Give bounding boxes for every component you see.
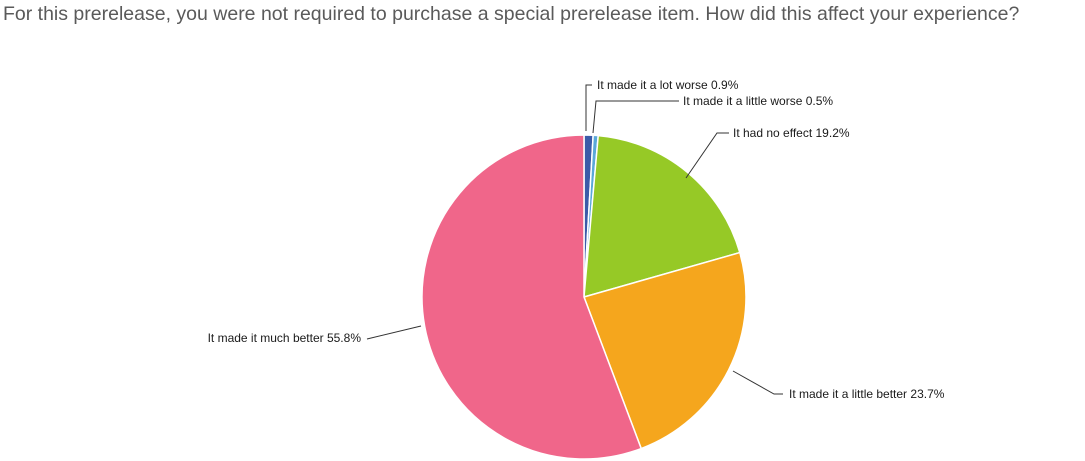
pie-slice-no-effect (583, 134, 741, 298)
pie-slices (421, 134, 747, 460)
pie-slice-much-better (421, 134, 642, 460)
slice-labels: It made it a lot worse 0.9% It made it a… (208, 78, 945, 401)
slice-label-much-better: It made it much better 55.8% (208, 331, 362, 345)
slice-label-little-better: It made it a little better 23.7% (789, 387, 945, 401)
leader-line-no-effect (685, 132, 729, 179)
leader-line-much-better (366, 325, 422, 340)
pie-slice-little-better (583, 251, 747, 450)
slice-label-little-worse: It made it a little worse 0.5% (683, 94, 833, 108)
leader-lines (366, 84, 783, 395)
leader-line-lot-worse (585, 84, 592, 131)
slice-label-lot-worse: It made it a lot worse 0.9% (597, 78, 739, 92)
question-title: For this prerelease, you were not requir… (3, 3, 1020, 25)
slice-label-no-effect: It had no effect 19.2% (733, 126, 850, 140)
leader-line-little-worse (592, 100, 679, 134)
leader-line-little-better (732, 370, 783, 395)
